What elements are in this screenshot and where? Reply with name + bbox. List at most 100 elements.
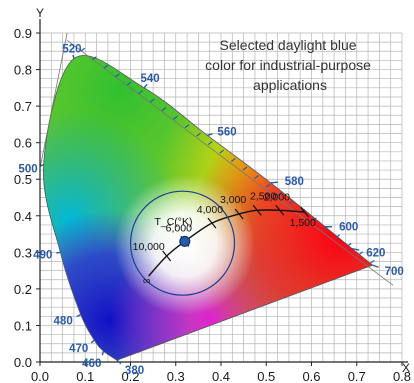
locus-tick xyxy=(184,124,190,129)
isotherm-tick xyxy=(162,250,172,262)
locus-tick xyxy=(80,47,86,52)
locus-tick xyxy=(196,132,201,137)
y-tick-label: 0.6 xyxy=(14,136,32,151)
annotation-line-1: Selected daylight blue xyxy=(220,37,357,53)
wavelength-label-500: 500 xyxy=(18,164,37,176)
wavelength-marker xyxy=(90,339,95,344)
x-axis-label: X xyxy=(402,361,410,375)
spectral-locus xyxy=(39,32,394,361)
x-tick-label: 0.6 xyxy=(302,369,320,383)
annotation-line-2: color for industrial-purpose xyxy=(205,57,371,73)
locus-tick xyxy=(219,149,225,154)
x-tick-label: 0.4 xyxy=(212,369,230,383)
wavelength-label-600: 600 xyxy=(339,222,358,234)
isotherm-tick xyxy=(275,204,285,216)
isotherm-tick xyxy=(234,208,244,220)
wavelength-marker xyxy=(270,181,278,184)
spectral-locus-outline xyxy=(42,55,374,361)
y-tick-label: 0.3 xyxy=(14,245,32,260)
locus-tick xyxy=(288,200,294,205)
locus-tick xyxy=(103,64,109,69)
x-tick-label: 0.5 xyxy=(257,369,275,383)
cct-label-10000: 10,000 xyxy=(133,241,165,253)
locus-tick xyxy=(126,81,132,86)
wavelength-label-480: 480 xyxy=(54,315,73,327)
annotation: Selected daylight blue color for industr… xyxy=(205,37,375,93)
wavelength-label-490: 490 xyxy=(33,249,52,261)
wavelength-marker xyxy=(116,359,122,365)
locus-tick xyxy=(358,251,364,256)
cct-label-1500: 1,500 xyxy=(290,217,316,229)
wavelength-marker xyxy=(143,83,148,89)
locus-tick xyxy=(115,73,120,78)
wavelength-label-700: 700 xyxy=(385,266,404,278)
locus-tick xyxy=(242,166,248,171)
x-tick-label: 0.7 xyxy=(348,369,366,383)
locus-tick xyxy=(312,217,317,222)
wavelength-marker xyxy=(372,264,379,268)
locus-tick xyxy=(323,225,329,230)
wavelength-label-460: 460 xyxy=(82,358,101,370)
y-tick-label: 0.5 xyxy=(14,172,32,187)
y-tick-label: 0.1 xyxy=(14,318,32,333)
planckian-locus-curve xyxy=(148,209,305,277)
x-tick-label: 0.1 xyxy=(76,369,94,383)
cct-label-∞: ∞ xyxy=(143,275,151,287)
locus-tick xyxy=(277,191,283,196)
locus-tick xyxy=(346,242,352,247)
wavelength-label-560: 560 xyxy=(217,126,236,138)
wavelength-marker xyxy=(352,247,360,251)
boundary-line xyxy=(66,39,394,286)
cct-label-6000: 6,000 xyxy=(166,222,192,234)
annotation-line-3: applications xyxy=(253,77,327,93)
y-tick-label: 0.4 xyxy=(14,209,32,224)
y-tick-label: 0.9 xyxy=(14,26,32,41)
cct-label-3000: 3,000 xyxy=(220,194,246,206)
wavelength-marker xyxy=(76,313,82,318)
locus-tick xyxy=(230,158,236,163)
cct-label-4000: 4,000 xyxy=(197,204,223,216)
locus-tick xyxy=(207,141,213,146)
locus-tick xyxy=(138,90,144,95)
wavelength-label-380: 380 xyxy=(125,365,144,377)
y-tick-label: 0.0 xyxy=(14,355,32,370)
y-axis-label: Y xyxy=(36,6,44,20)
wavelength-label-580: 580 xyxy=(285,176,304,188)
selection-circle xyxy=(129,190,236,296)
y-tick-label: 0.2 xyxy=(14,282,32,297)
wavelength-label-470: 470 xyxy=(69,343,88,355)
locus-tick xyxy=(335,234,340,239)
isotherm-tick xyxy=(300,206,310,218)
locus-tick xyxy=(173,115,178,120)
cct-label-2000: 2,000 xyxy=(264,191,290,203)
x-tick-label: 0.2 xyxy=(121,369,139,383)
locus-tick xyxy=(265,183,271,188)
cct-axis-label: T_C(°K) xyxy=(154,216,192,228)
locus-tick xyxy=(369,259,375,264)
x-tick-label: 0.0 xyxy=(31,369,49,383)
cct-label-2500: 2,500 xyxy=(250,190,276,202)
wavelength-marker xyxy=(207,133,213,137)
y-tick-label: 0.7 xyxy=(14,99,32,114)
locus-tick xyxy=(91,56,97,61)
locus-tick xyxy=(149,98,155,103)
wavelength-label-540: 540 xyxy=(140,73,159,85)
locus-tick xyxy=(161,107,167,112)
wavelength-marker xyxy=(56,251,61,254)
wavelength-marker xyxy=(40,163,44,167)
x-tick-label: 0.3 xyxy=(167,369,185,383)
wavelength-label-620: 620 xyxy=(366,248,385,260)
isotherm-tick xyxy=(207,217,217,229)
boundary-line-left xyxy=(39,32,68,169)
axes: 0.0 0.1 0.2 0.3 0.4 0.5 0.6 0.7 0.8 0.0 0.1 0.2 0.3 0… xyxy=(14,19,411,383)
locus-tick xyxy=(254,175,259,179)
isotherm-tick xyxy=(252,204,262,216)
wavelength-marker xyxy=(101,350,105,356)
y-tick-label: 0.8 xyxy=(14,63,32,78)
selected-color-point xyxy=(179,235,191,247)
wavelength-marker xyxy=(72,54,75,59)
wavelength-label-520: 520 xyxy=(62,44,81,56)
